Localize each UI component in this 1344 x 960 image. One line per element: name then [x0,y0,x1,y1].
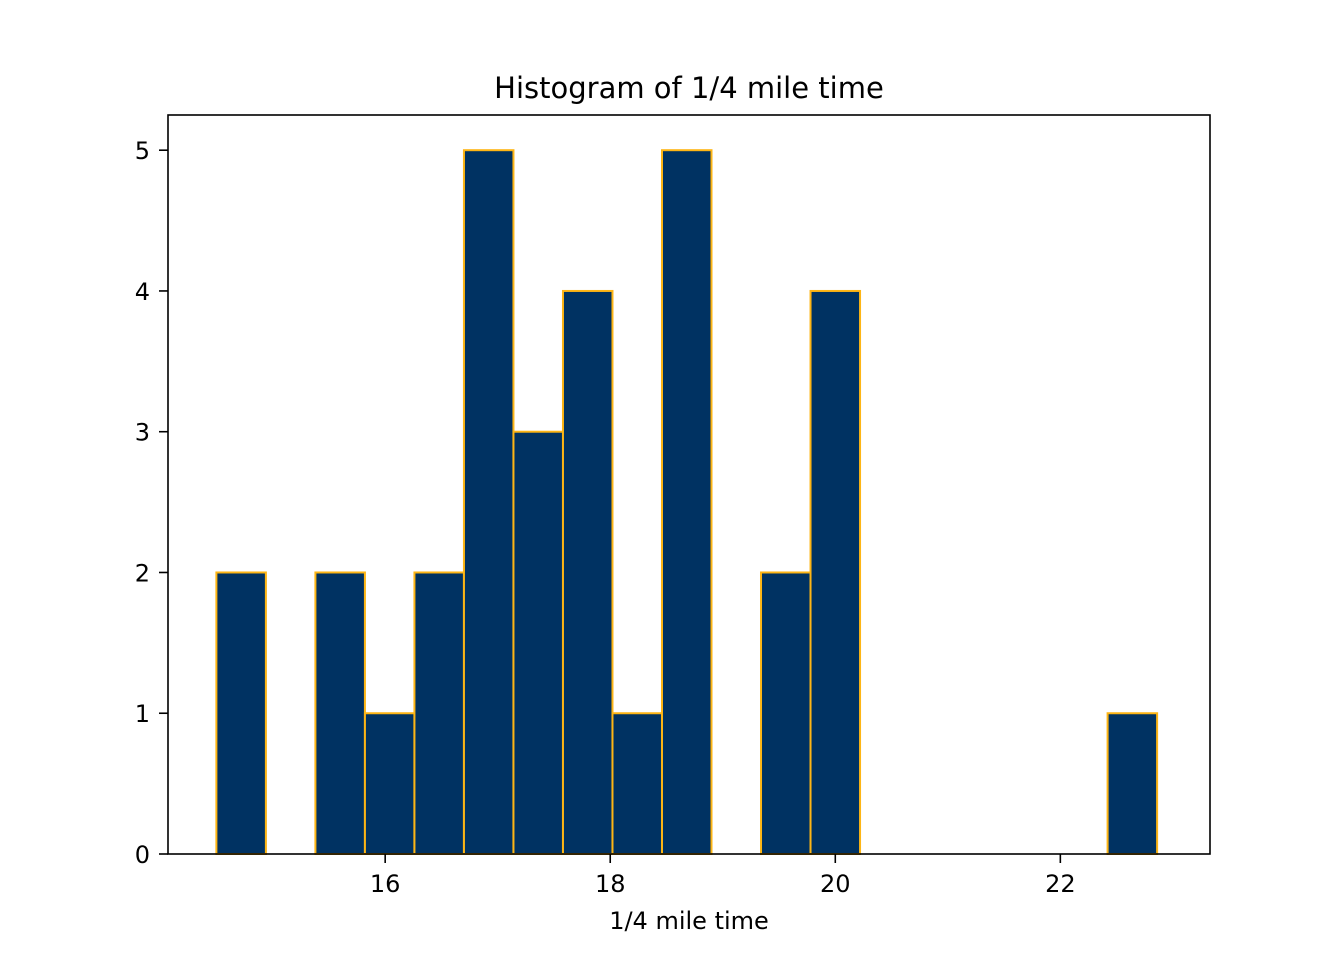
y-tick-label: 1 [135,700,150,728]
chart-title: Histogram of 1/4 mile time [494,71,884,105]
histogram-bar [413,571,465,855]
histogram-bar [1106,712,1159,855]
histogram-bar [760,571,812,855]
y-tick-label: 5 [135,137,150,165]
x-tick-label: 22 [1045,870,1076,898]
histogram-bar [363,712,416,855]
histogram-bar [314,571,366,855]
y-tick-label: 2 [135,559,150,587]
histogram-bar [561,289,614,855]
y-tick-label: 4 [135,278,150,306]
x-tick-label: 20 [820,870,851,898]
histogram-bar [512,430,564,855]
plot-area-frame [167,114,1211,855]
histogram-bar [611,712,663,855]
histogram-bar [809,289,862,855]
histogram-bar [462,149,515,855]
histogram-bar [215,571,267,855]
x-axis-label: 1/4 mile time [609,907,769,935]
ticks-layer: 16 18 20 22 0 1 2 3 4 5 [135,137,1076,898]
y-tick-label: 3 [135,419,150,447]
y-tick-label: 0 [135,841,150,869]
bars-layer [215,149,1159,855]
x-tick-label: 18 [595,870,626,898]
x-tick-label: 16 [370,870,401,898]
histogram-bar [660,149,713,855]
